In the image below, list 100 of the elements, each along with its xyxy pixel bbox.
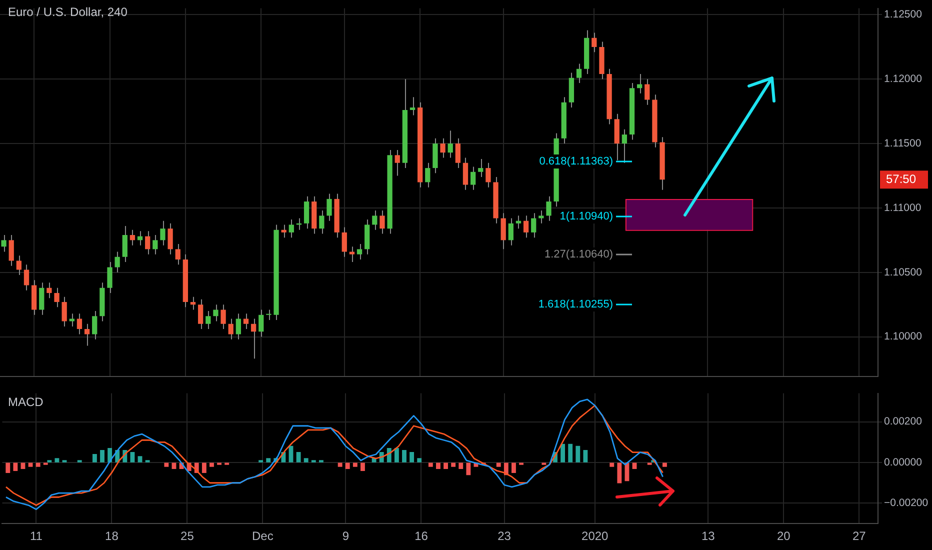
candlestick	[8, 234, 14, 266]
candlestick	[319, 210, 324, 234]
candlestick	[168, 222, 173, 255]
candlestick	[46, 282, 52, 299]
y-tick-label: 1.11500	[884, 137, 922, 150]
bar	[202, 462, 206, 474]
candlestick	[243, 313, 249, 330]
bar	[512, 462, 516, 474]
bar	[662, 462, 667, 467]
candlestick	[356, 244, 362, 260]
bar	[402, 450, 406, 462]
candlestick	[107, 262, 112, 294]
candlestick	[130, 229, 136, 246]
candlestick	[62, 296, 67, 327]
bar	[345, 462, 350, 469]
bar	[466, 462, 471, 476]
candlestick	[470, 166, 476, 190]
candlestick	[380, 210, 385, 234]
candlestick	[372, 210, 378, 230]
candlestick	[258, 309, 264, 338]
candlestick	[198, 298, 204, 330]
y-tick-label: −0.00200	[884, 497, 928, 510]
candlestick	[410, 96, 416, 116]
candlestick	[455, 138, 460, 169]
candlestick	[228, 318, 234, 340]
bar	[172, 462, 176, 469]
bar	[617, 462, 622, 484]
y-tick-label: 1.10500	[884, 266, 922, 278]
candlestick	[160, 220, 166, 246]
candlestick	[84, 323, 90, 346]
bar	[210, 462, 214, 467]
ref-line-label: 0.618(1.11363)	[539, 156, 614, 168]
candlestick	[326, 193, 332, 222]
candlestick	[342, 226, 347, 258]
ref-line-label: 1.618(1.10255)	[538, 298, 614, 311]
candlestick	[576, 63, 582, 84]
x-tick-label: 9	[342, 529, 350, 544]
candlestick	[175, 244, 180, 266]
candlestick	[69, 313, 74, 327]
candlestick	[546, 196, 552, 222]
bar	[28, 462, 33, 467]
bar	[458, 462, 464, 469]
candlestick	[152, 234, 158, 255]
x-tick-label: 23	[498, 529, 512, 544]
y-tick-label: 1.12500	[884, 8, 922, 21]
candlestick	[114, 251, 120, 273]
y-tick-label: 1.12000	[884, 73, 922, 86]
x-tick-label: 20	[776, 529, 791, 544]
x-tick-label: Dec	[252, 529, 274, 544]
bar	[100, 450, 104, 462]
candlestick	[394, 149, 400, 176]
bar	[436, 462, 440, 469]
bar	[36, 462, 40, 467]
bar	[338, 462, 342, 467]
candlestick	[250, 318, 256, 360]
x-tick-label: 13	[701, 529, 716, 544]
bar	[164, 462, 169, 467]
candlestick	[531, 212, 536, 238]
candlestick	[516, 215, 522, 230]
bar	[576, 446, 580, 462]
bar	[417, 458, 422, 462]
candlestick	[24, 264, 30, 291]
candlestick	[500, 212, 506, 250]
candlestick	[622, 128, 628, 164]
y-tick-label: 1.11000	[884, 202, 922, 214]
bar	[352, 462, 358, 467]
x-tick-label: 2020	[582, 529, 609, 544]
bar	[394, 448, 399, 462]
candlestick	[538, 210, 544, 224]
candlestick	[92, 310, 98, 340]
candlestick	[76, 313, 82, 335]
bar	[13, 462, 18, 471]
candlestick	[462, 157, 468, 190]
y-tick-label: 0.00000	[884, 456, 922, 468]
bar	[360, 462, 365, 471]
bar	[410, 452, 414, 462]
x-tick-label: 25	[180, 529, 194, 544]
bar	[583, 450, 588, 462]
bar	[296, 452, 301, 462]
bar	[632, 462, 637, 469]
candlestick	[440, 138, 446, 158]
ref-line-label: 1(1.10940)	[560, 210, 614, 223]
candlestick	[122, 225, 128, 263]
candlestick	[39, 282, 44, 316]
candlestick	[54, 287, 60, 308]
bar	[451, 462, 456, 467]
candlestick	[145, 230, 150, 255]
candlestick	[281, 224, 286, 238]
candlestick	[206, 310, 211, 330]
candlestick	[16, 255, 22, 276]
candlestick	[486, 162, 491, 188]
candlestick	[592, 32, 597, 53]
candlestick	[220, 304, 226, 330]
candlestick	[1, 234, 6, 252]
bar	[560, 444, 566, 462]
y-tick-label: 1.10000	[884, 330, 922, 343]
bar	[6, 462, 10, 474]
bar	[428, 462, 433, 467]
candlestick	[236, 313, 241, 340]
candlestick	[523, 215, 529, 238]
